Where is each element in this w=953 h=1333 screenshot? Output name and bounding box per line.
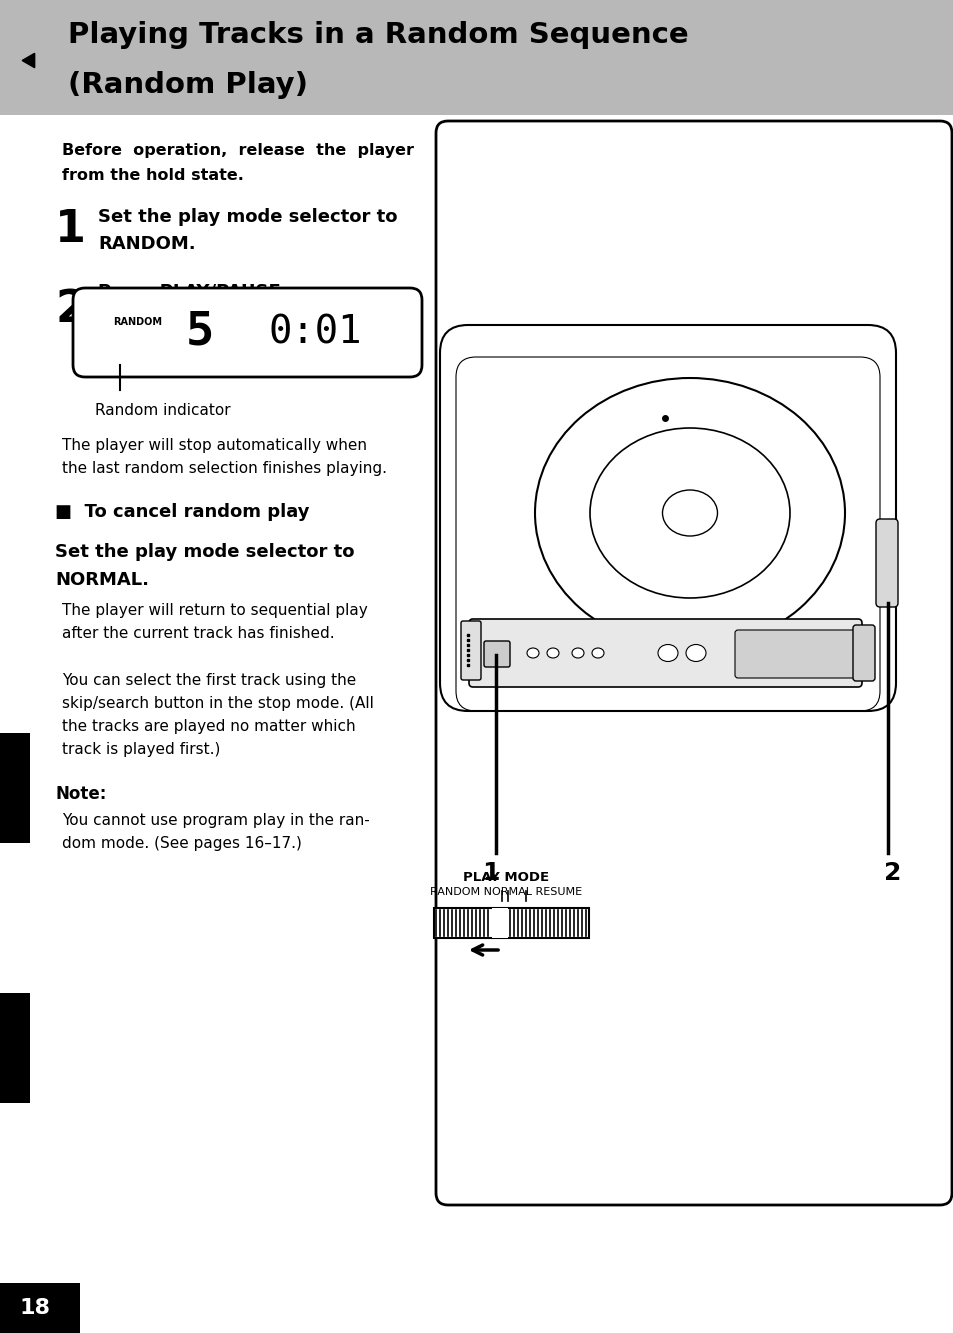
Text: Before  operation,  release  the  player: Before operation, release the player bbox=[62, 143, 414, 159]
Ellipse shape bbox=[526, 648, 538, 659]
Ellipse shape bbox=[535, 379, 844, 648]
Text: (Random Play): (Random Play) bbox=[68, 71, 308, 99]
Ellipse shape bbox=[661, 491, 717, 536]
Ellipse shape bbox=[572, 648, 583, 659]
Text: 5: 5 bbox=[186, 309, 214, 355]
Bar bbox=[434, 908, 588, 938]
Text: RANDOM: RANDOM bbox=[112, 317, 162, 327]
Text: PLAY MODE: PLAY MODE bbox=[462, 870, 549, 884]
Text: You can select the first track using the: You can select the first track using the bbox=[62, 673, 355, 688]
Ellipse shape bbox=[546, 648, 558, 659]
Bar bbox=[0, 0, 953, 115]
Text: Set the play mode selector to: Set the play mode selector to bbox=[55, 543, 355, 561]
Text: the tracks are played no matter which: the tracks are played no matter which bbox=[62, 718, 355, 734]
Text: Set the play mode selector to: Set the play mode selector to bbox=[98, 208, 397, 227]
Text: from the hold state.: from the hold state. bbox=[62, 168, 244, 183]
FancyBboxPatch shape bbox=[439, 325, 895, 710]
Text: 18: 18 bbox=[19, 1298, 51, 1318]
Text: Press PLAY/PAUSE.: Press PLAY/PAUSE. bbox=[98, 283, 287, 301]
Text: dom mode. (See pages 16–17.): dom mode. (See pages 16–17.) bbox=[62, 836, 301, 850]
FancyBboxPatch shape bbox=[483, 641, 510, 666]
Ellipse shape bbox=[589, 428, 789, 599]
Text: the last random selection finishes playing.: the last random selection finishes playi… bbox=[62, 461, 387, 476]
Text: after the current track has finished.: after the current track has finished. bbox=[62, 627, 335, 641]
FancyBboxPatch shape bbox=[469, 619, 862, 686]
Text: NORMAL.: NORMAL. bbox=[55, 571, 149, 589]
Bar bbox=[492, 908, 507, 938]
Text: ■  To cancel random play: ■ To cancel random play bbox=[55, 503, 309, 521]
Ellipse shape bbox=[685, 644, 705, 661]
Text: 0:01: 0:01 bbox=[268, 313, 361, 351]
Text: 2: 2 bbox=[883, 861, 901, 885]
Text: skip/search button in the stop mode. (All: skip/search button in the stop mode. (Al… bbox=[62, 696, 374, 710]
Bar bbox=[0, 733, 30, 842]
Text: track is played first.): track is played first.) bbox=[62, 742, 220, 757]
Text: The player will return to sequential play: The player will return to sequential pla… bbox=[62, 603, 367, 619]
Bar bbox=[0, 1282, 80, 1333]
Text: You cannot use program play in the ran-: You cannot use program play in the ran- bbox=[62, 813, 370, 828]
Ellipse shape bbox=[658, 644, 678, 661]
FancyBboxPatch shape bbox=[734, 631, 870, 678]
Text: 1: 1 bbox=[55, 208, 86, 251]
FancyBboxPatch shape bbox=[852, 625, 874, 681]
Text: RANDOM NORMAL RESUME: RANDOM NORMAL RESUME bbox=[430, 886, 581, 897]
Text: The player will stop automatically when: The player will stop automatically when bbox=[62, 439, 367, 453]
Ellipse shape bbox=[592, 648, 603, 659]
FancyBboxPatch shape bbox=[460, 621, 480, 680]
Text: 2: 2 bbox=[55, 288, 86, 331]
FancyBboxPatch shape bbox=[436, 121, 951, 1205]
FancyBboxPatch shape bbox=[73, 288, 421, 377]
Text: Playing Tracks in a Random Sequence: Playing Tracks in a Random Sequence bbox=[68, 21, 688, 49]
Text: Random indicator: Random indicator bbox=[95, 403, 231, 419]
Text: Note:: Note: bbox=[55, 785, 107, 802]
Text: 1: 1 bbox=[482, 861, 499, 885]
Bar bbox=[0, 993, 30, 1102]
Text: RANDOM.: RANDOM. bbox=[98, 235, 195, 253]
FancyBboxPatch shape bbox=[875, 519, 897, 607]
